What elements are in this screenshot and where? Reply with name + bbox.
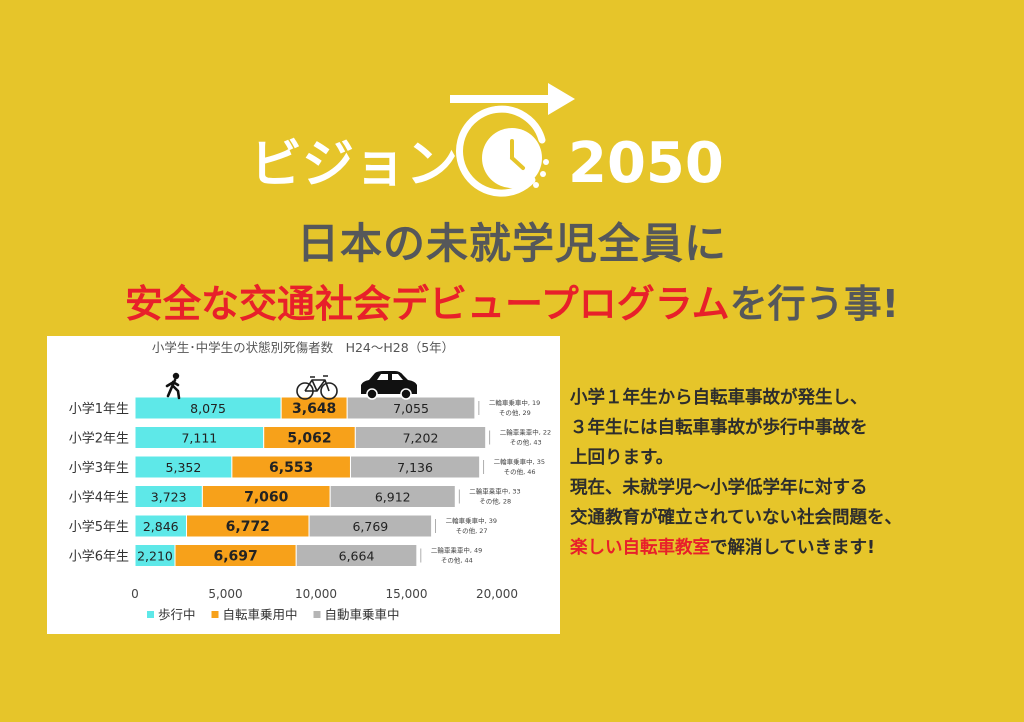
side-note-other: その他, 43 bbox=[510, 438, 542, 447]
bar-data-label: 8,075 bbox=[190, 401, 226, 416]
headline-line-1: 日本の未就学児全員に bbox=[296, 219, 727, 268]
bar-data-label: 3,723 bbox=[151, 490, 187, 505]
bar-data-label: 2,846 bbox=[143, 519, 179, 534]
bar-data-label: 6,664 bbox=[339, 549, 375, 564]
x-axis-tick-label: 20,000 bbox=[476, 587, 518, 601]
logo-arrow-shaft bbox=[450, 95, 550, 103]
side-note-two-wheeler: 二輪車乗車中, 35 bbox=[494, 457, 545, 466]
bar-data-label: 6,553 bbox=[269, 460, 313, 476]
side-note-other: その他, 46 bbox=[504, 467, 536, 476]
side-note-two-wheeler: 二輪車乗車中, 19 bbox=[489, 398, 540, 407]
bar-data-label: 7,136 bbox=[397, 460, 433, 475]
logo-2050-text: 2050 bbox=[568, 131, 724, 196]
description: 小学１年生から自転車事故が発生し、 ３年生には自転車事故が歩行中事故を 上回りま… bbox=[570, 383, 1020, 563]
bar-segment-car bbox=[295, 544, 418, 567]
description-last-line-rest: で解消していきます! bbox=[710, 538, 875, 558]
bar-data-label: 6,697 bbox=[213, 549, 257, 565]
headline-line-2-suffix: を行う事! bbox=[729, 282, 899, 326]
y-axis-category-label: 小学6年生 bbox=[69, 549, 129, 565]
bicycle-class-highlight: 楽しい自転車教室 bbox=[570, 538, 710, 558]
side-note-other: その他, 28 bbox=[479, 497, 511, 506]
description-line: ３年生には自転車事故が歩行中事故を bbox=[570, 418, 868, 438]
y-axis-category-label: 小学5年生 bbox=[69, 519, 129, 535]
chart-panel: 小学生･中学生の状態別死傷者数 H24～H28（5年） 小学1年生 8,075 3,6… bbox=[47, 336, 560, 634]
side-note-two-wheeler: 二輪車乗車中, 33 bbox=[469, 487, 520, 496]
x-axis-tick-label: 15,000 bbox=[386, 587, 428, 601]
logo-arrow-head bbox=[548, 83, 575, 115]
bar-data-label: 5,352 bbox=[166, 460, 202, 475]
headline-line-2: 安全な交通社会デビュープログラムを行う事! bbox=[0, 273, 1024, 328]
bar-data-label: 3,648 bbox=[292, 401, 336, 417]
legend-swatch bbox=[147, 611, 154, 618]
bar-data-label: 7,060 bbox=[244, 490, 289, 506]
pedestrian-icon bbox=[165, 372, 181, 400]
side-note-other: その他, 44 bbox=[441, 556, 473, 565]
bar-data-label: 2,210 bbox=[137, 549, 173, 564]
chart-title: 小学生･中学生の状態別死傷者数 H24～H28（5年） bbox=[152, 340, 454, 355]
bicycle-icon bbox=[296, 375, 338, 400]
y-axis-category-label: 小学1年生 bbox=[69, 401, 129, 417]
side-note-two-wheeler: 二輪車乗車中, 22 bbox=[500, 428, 551, 437]
bar-data-label: 5,062 bbox=[287, 431, 331, 447]
description-last-line: 楽しい自転車教室で解消していきます! bbox=[570, 533, 1020, 563]
x-axis-tick-label: 10,000 bbox=[295, 587, 337, 601]
clock-icon bbox=[456, 105, 549, 197]
side-note-other: その他, 27 bbox=[456, 526, 488, 535]
bar-segment-car bbox=[308, 514, 433, 538]
y-axis-category-label: 小学4年生 bbox=[69, 490, 129, 506]
legend-label: 自転車乗用中 bbox=[223, 607, 298, 622]
bar-data-label: 7,202 bbox=[403, 431, 439, 446]
bar-data-label: 6,769 bbox=[352, 519, 388, 534]
legend-label: 自動車乗車中 bbox=[325, 607, 400, 622]
description-line: 交通教育が確立されていない社会問題を、 bbox=[570, 508, 902, 528]
y-axis-category-label: 小学2年生 bbox=[69, 431, 129, 447]
side-note-two-wheeler: 二輪車乗車中, 39 bbox=[446, 516, 497, 525]
headline-program-name: 安全な交通社会デビュープログラム bbox=[125, 282, 730, 326]
x-axis-tick-label: 5,000 bbox=[208, 587, 242, 601]
logo-vision-text: ビジョン bbox=[250, 135, 458, 195]
car-icon bbox=[361, 371, 417, 400]
bar-data-label: 7,055 bbox=[393, 401, 429, 416]
bar-segment-car bbox=[354, 426, 487, 449]
bar-data-label: 6,912 bbox=[375, 490, 411, 505]
bar-data-label: 7,111 bbox=[181, 431, 217, 446]
stacked-bar-chart: 小学生･中学生の状態別死傷者数 H24～H28（5年） 小学1年生 8,075 3,6… bbox=[69, 340, 551, 622]
legend-swatch bbox=[313, 611, 321, 618]
bar-segment-car bbox=[349, 455, 481, 479]
side-note-other: その他, 29 bbox=[499, 408, 531, 417]
legend-label: 歩行中 bbox=[158, 607, 196, 622]
bar-segment-car bbox=[346, 396, 476, 420]
description-line: 上回ります。 bbox=[570, 448, 674, 468]
legend-swatch bbox=[211, 611, 219, 618]
bar-data-label: 6,772 bbox=[226, 519, 270, 535]
description-line: 小学１年生から自転車事故が発生し、 bbox=[570, 388, 868, 408]
x-axis-tick-label: 0 bbox=[131, 587, 139, 601]
side-note-two-wheeler: 二輪車乗車中, 49 bbox=[431, 546, 482, 555]
y-axis-category-label: 小学3年生 bbox=[69, 460, 129, 476]
vision-2050-logo: ビジョン 2050 bbox=[250, 83, 724, 197]
description-line: 現在、未就学児～小学低学年に対する bbox=[570, 478, 868, 498]
bar-segment-car bbox=[329, 485, 456, 508]
